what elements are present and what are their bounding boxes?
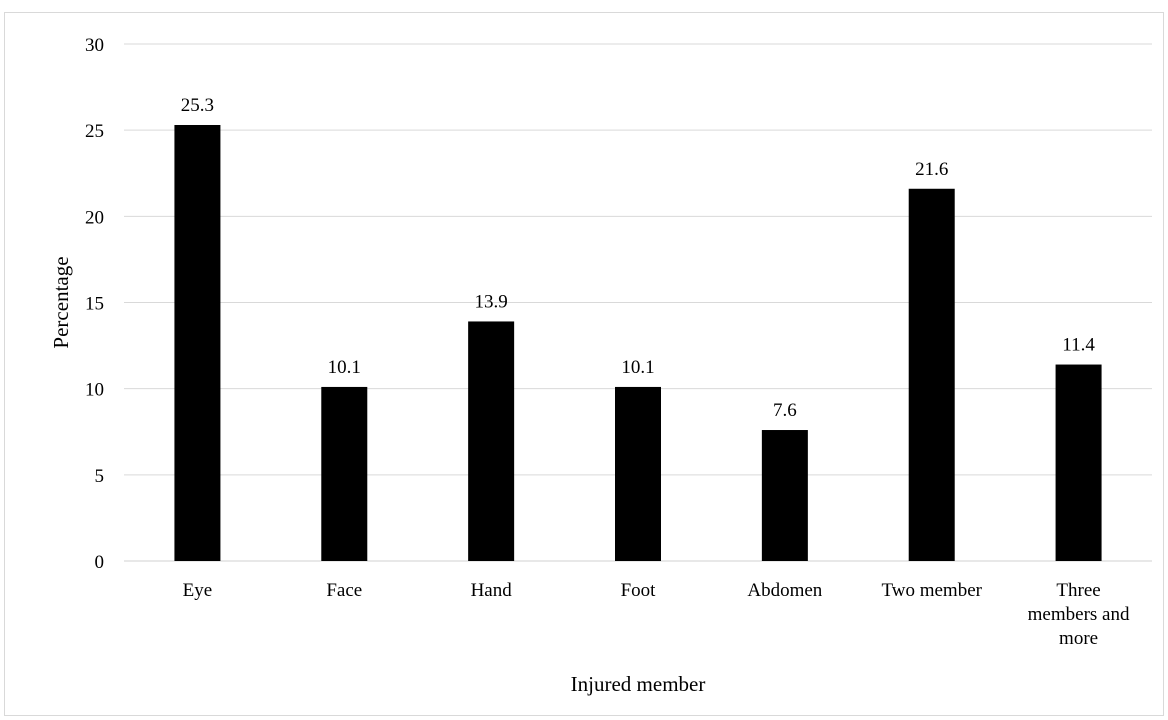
- x-tick-label-line: more: [1059, 628, 1098, 649]
- bar: [321, 386, 368, 561]
- data-label: 7.6: [773, 400, 797, 421]
- y-tick-label: 10: [85, 380, 104, 401]
- data-labels: 25.3 10.1 13.9 10.1 7.6 21.6 11.4: [181, 95, 1096, 421]
- x-axis-title: Injured member: [571, 672, 706, 696]
- bar: [615, 386, 661, 561]
- x-tick-label: Hand: [471, 580, 513, 601]
- data-label: 10.1: [621, 357, 654, 378]
- y-tick-label: 30: [85, 35, 104, 56]
- y-tick-label: 15: [85, 294, 104, 315]
- x-tick-label: Two member: [881, 580, 982, 601]
- bar: [468, 321, 515, 561]
- y-axis-title: Percentage: [49, 256, 73, 348]
- x-tick-label-line: Abdomen: [747, 580, 822, 601]
- bar: [908, 188, 955, 561]
- x-tick-label-line: Eye: [183, 580, 213, 601]
- y-tick-label: 20: [85, 207, 104, 228]
- bar: [174, 124, 221, 561]
- x-tick-label-line: Three: [1056, 580, 1100, 601]
- x-tick-label: Eye: [183, 580, 213, 601]
- x-tick-label: Foot: [621, 580, 657, 601]
- bars: [174, 124, 1102, 561]
- data-label: 11.4: [1062, 335, 1095, 356]
- y-tick-label: 0: [95, 552, 105, 573]
- chart-frame: [4, 12, 1164, 716]
- bar: [761, 430, 808, 561]
- x-tick-label-line: Hand: [471, 580, 513, 601]
- x-tick-label-line: Foot: [621, 580, 657, 601]
- y-tick-label: 25: [85, 121, 104, 142]
- bar: [1055, 364, 1102, 561]
- data-label: 21.6: [915, 159, 948, 180]
- x-tick-label-line: Two member: [881, 580, 982, 601]
- x-tick-label: Abdomen: [747, 580, 822, 601]
- x-tick-label-line: members and: [1028, 604, 1130, 625]
- x-tick-labels: Eye Face Hand Foot Abdomen Two member Three mem…: [183, 580, 1130, 649]
- data-label: 13.9: [475, 291, 508, 312]
- data-label: 10.1: [328, 357, 361, 378]
- x-tick-label-line: Face: [326, 580, 362, 601]
- data-label: 25.3: [181, 95, 214, 116]
- y-tick-labels: 0 5 10 15 20 25 30: [85, 35, 104, 573]
- y-tick-label: 5: [95, 466, 105, 487]
- x-tick-label: Face: [326, 580, 362, 601]
- x-tick-label: Three members and more: [1028, 580, 1130, 649]
